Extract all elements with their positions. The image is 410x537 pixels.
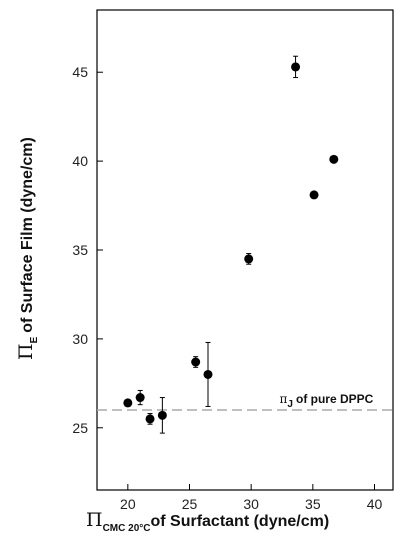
data-point <box>191 357 201 367</box>
x-tick-label: 40 <box>367 496 383 512</box>
dppc-reference-label: πJ of pure DPPC <box>280 392 374 410</box>
data-points <box>123 55 339 434</box>
x-axis-text: of Surfactant (dyne/cm) <box>150 513 329 530</box>
x-axis-ticks: 20 25 30 35 40 <box>120 484 382 512</box>
x-axis-subscript: CMC 20°C <box>103 523 151 534</box>
ref-label-text: of pure DPPC <box>296 392 374 406</box>
x-axis-title: ΠCMC 20°Cof Surfactant (dyne/cm) <box>86 509 329 534</box>
y-axis-subscript: E <box>29 336 40 343</box>
data-point <box>329 154 339 164</box>
y-tick-label: 25 <box>72 420 88 436</box>
ref-label-subscript: J <box>287 399 293 410</box>
y-tick-label: 30 <box>72 331 88 347</box>
data-point <box>203 369 213 379</box>
x-tick-label: 30 <box>243 496 259 512</box>
y-tick-label: 45 <box>72 64 88 80</box>
data-point <box>309 190 319 200</box>
x-tick-label: 25 <box>182 496 198 512</box>
y-axis-title: ΠEof Surface Film (dyne/cm) <box>15 137 40 360</box>
ref-label-symbol: π <box>280 392 288 406</box>
data-point <box>157 410 167 420</box>
data-point <box>123 398 133 408</box>
y-axis-ticks: 25 30 35 40 45 <box>72 64 103 436</box>
y-tick-label: 35 <box>72 242 88 258</box>
x-axis-symbol: Π <box>86 509 103 531</box>
data-point <box>145 414 155 424</box>
plot-frame <box>96 9 394 491</box>
data-point <box>135 393 145 403</box>
x-tick-label: 35 <box>305 496 321 512</box>
x-tick-label: 20 <box>120 496 136 512</box>
y-axis-symbol: Π <box>15 343 37 360</box>
data-point <box>244 254 254 264</box>
y-tick-label: 40 <box>72 153 88 169</box>
data-point <box>291 62 301 72</box>
y-axis-text: of Surface Film (dyne/cm) <box>19 137 36 333</box>
